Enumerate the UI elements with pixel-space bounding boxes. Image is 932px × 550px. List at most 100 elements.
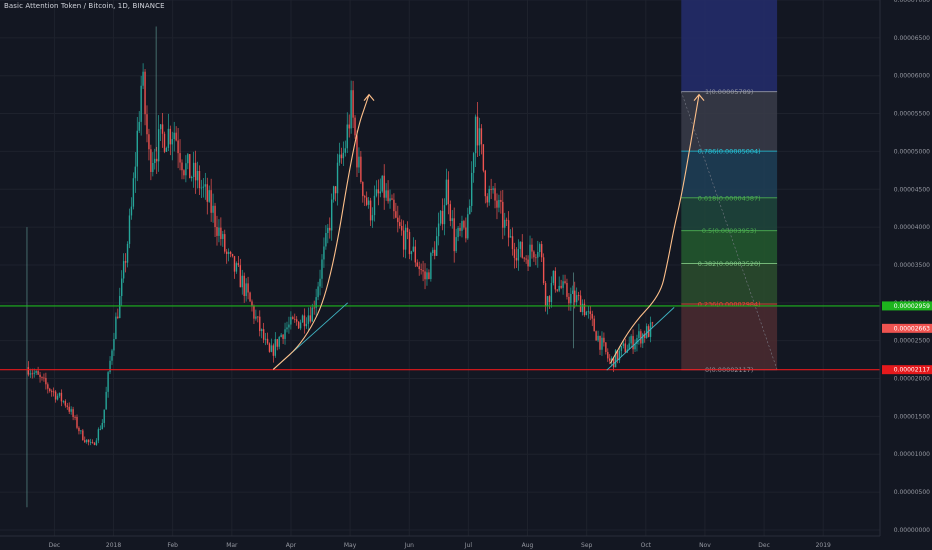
candle-body bbox=[130, 206, 133, 216]
candle-body bbox=[492, 188, 494, 190]
candle-body bbox=[546, 296, 549, 306]
candle-body bbox=[651, 322, 654, 324]
candle-body bbox=[286, 327, 288, 330]
candle-body bbox=[305, 323, 308, 327]
y-tick-label: 0.00006500 bbox=[894, 35, 930, 42]
x-tick-label: Mar bbox=[226, 542, 238, 549]
drawings[interactable] bbox=[272, 93, 705, 371]
candle-body bbox=[297, 321, 300, 329]
candle-body bbox=[317, 286, 319, 298]
candle-body bbox=[465, 227, 467, 239]
candle-body bbox=[84, 440, 86, 443]
y-tick-label: 0.00003500 bbox=[894, 262, 930, 269]
candle-body bbox=[124, 261, 127, 263]
candle-body bbox=[251, 301, 253, 307]
candle-body bbox=[259, 316, 261, 332]
candle-body bbox=[86, 439, 88, 443]
candle-body bbox=[618, 350, 621, 361]
candle-body bbox=[262, 329, 265, 340]
fib-label-0.236: 0.236(0.00002984) bbox=[698, 301, 761, 309]
candle-body bbox=[356, 135, 358, 168]
candle-body bbox=[208, 190, 210, 202]
candle-body bbox=[290, 317, 292, 325]
candle-body bbox=[544, 283, 547, 306]
candle-body bbox=[354, 117, 356, 136]
candle-body bbox=[502, 201, 504, 228]
candle-body bbox=[278, 337, 280, 347]
candle-body bbox=[406, 227, 409, 232]
support-tag bbox=[882, 365, 932, 375]
candle-body bbox=[192, 162, 195, 177]
x-tick-label: Sep bbox=[581, 542, 593, 549]
candle-body bbox=[336, 162, 339, 194]
candle-body bbox=[562, 281, 564, 288]
x-tick-label: 2018 bbox=[106, 542, 121, 549]
candle-body bbox=[334, 186, 337, 194]
candle-body bbox=[103, 409, 105, 423]
candle-body bbox=[191, 176, 193, 179]
candle-body bbox=[593, 318, 595, 332]
candle-body bbox=[558, 285, 560, 291]
fib-zone-extension bbox=[681, 0, 778, 92]
candle-body bbox=[161, 124, 164, 134]
candle-body bbox=[47, 384, 49, 389]
candle-body bbox=[307, 315, 310, 324]
arrow-head-projection-arrow bbox=[693, 93, 705, 101]
fib-label-0.5: 0.5(0.00003953) bbox=[702, 227, 757, 235]
candle-body bbox=[58, 392, 61, 396]
candle-body bbox=[340, 154, 343, 159]
candle-body bbox=[231, 253, 234, 257]
candle-body bbox=[72, 409, 74, 417]
fibonacci-extension[interactable]: 1(0.00005789) 0.786(0.00005004) 0.618(0.00… bbox=[681, 0, 778, 374]
candle-body bbox=[31, 373, 33, 375]
horizontal-levels[interactable] bbox=[0, 305, 880, 371]
candle-body bbox=[428, 272, 430, 280]
candle-body bbox=[583, 303, 586, 316]
candle-body bbox=[486, 196, 488, 203]
candle-body bbox=[470, 172, 473, 206]
candle-body bbox=[126, 243, 129, 263]
candle-body bbox=[270, 345, 273, 352]
candle-body bbox=[640, 331, 642, 344]
fib-label-0.786: 0.786(0.00005004) bbox=[698, 148, 761, 156]
candle-body bbox=[397, 217, 399, 223]
candle-body bbox=[509, 236, 512, 238]
candle-body bbox=[313, 307, 315, 309]
candle-body bbox=[552, 270, 555, 283]
candle-body bbox=[159, 124, 162, 130]
candle-body bbox=[513, 249, 516, 258]
candle-body bbox=[612, 358, 615, 368]
x-tick-label: Feb bbox=[167, 542, 178, 549]
candle-body bbox=[235, 263, 238, 272]
arrow-path-projection-arrow[interactable] bbox=[609, 94, 700, 364]
candle-body bbox=[66, 405, 68, 407]
candle-body bbox=[233, 256, 236, 272]
last-price-tag-label: 0.00002663 bbox=[894, 325, 930, 332]
y-tick-label: 0.00005500 bbox=[894, 111, 930, 118]
candle-body bbox=[111, 350, 113, 361]
candle-body bbox=[29, 373, 32, 375]
candle-body bbox=[449, 204, 452, 221]
candle-body bbox=[484, 170, 487, 197]
candle-body bbox=[342, 152, 345, 159]
candle-body bbox=[154, 158, 156, 164]
trendline-sep-rising[interactable] bbox=[606, 307, 675, 371]
candle-body bbox=[148, 134, 150, 150]
candle-body bbox=[575, 295, 578, 303]
y-tick-label: 0.00006000 bbox=[894, 73, 930, 80]
candle-body bbox=[605, 342, 607, 352]
x-tick-label: Aug bbox=[522, 542, 534, 549]
candle-body bbox=[539, 244, 541, 253]
candle-body bbox=[117, 316, 119, 318]
candle-body bbox=[187, 154, 189, 164]
candle-body bbox=[43, 377, 45, 379]
candle-body bbox=[630, 336, 632, 344]
candle-body bbox=[282, 334, 284, 339]
arrow-path-may-arrow[interactable] bbox=[272, 94, 370, 370]
candle-body bbox=[49, 388, 51, 391]
candle-body bbox=[459, 227, 461, 231]
candle-body bbox=[507, 220, 510, 238]
candle-body bbox=[274, 339, 277, 356]
